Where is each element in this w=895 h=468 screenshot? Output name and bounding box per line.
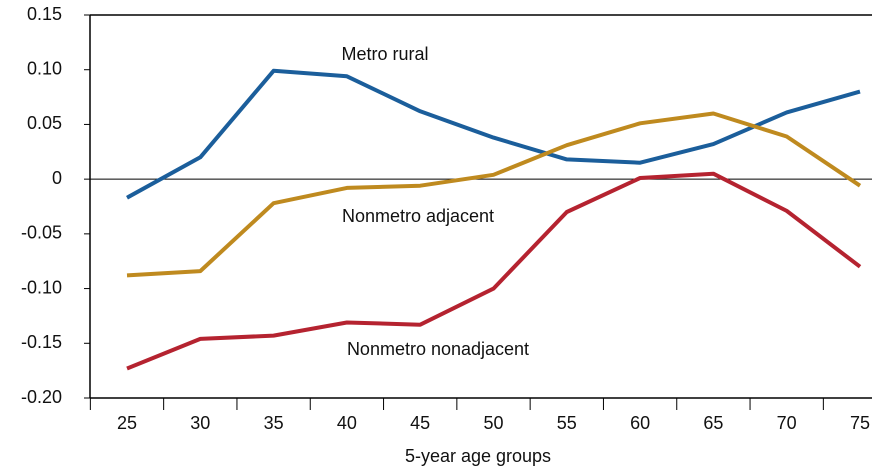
y-tick-label: 0 [52,168,62,188]
y-tick-label: 0.15 [27,4,62,24]
y-tick-label: 0.05 [27,113,62,133]
y-tick-label: -0.05 [21,223,62,243]
x-tick-label: 50 [483,413,503,433]
x-tick-label: 75 [850,413,870,433]
series-line [126,111,862,278]
x-tick-label: 40 [337,413,357,433]
series-label: Nonmetro nonadjacent [347,339,529,359]
x-tick-label: 45 [410,413,430,433]
y-tick-label: 0.10 [27,58,62,78]
x-tick-label: 25 [117,413,137,433]
series-label: Nonmetro adjacent [342,206,494,226]
x-tick-label: 55 [557,413,577,433]
x-tick-label: 60 [630,413,650,433]
y-tick-label: -0.10 [21,277,62,297]
series-line [126,171,862,371]
x-tick-label: 30 [190,413,210,433]
series-line [126,68,861,200]
series-label: Metro rural [341,44,428,64]
x-tick-label: 70 [777,413,797,433]
y-tick-label: -0.20 [21,387,62,407]
x-axis-label: 5-year age groups [405,446,551,466]
y-tick-label: -0.15 [21,332,62,352]
x-tick-label: 65 [703,413,723,433]
x-tick-label: 35 [264,413,284,433]
